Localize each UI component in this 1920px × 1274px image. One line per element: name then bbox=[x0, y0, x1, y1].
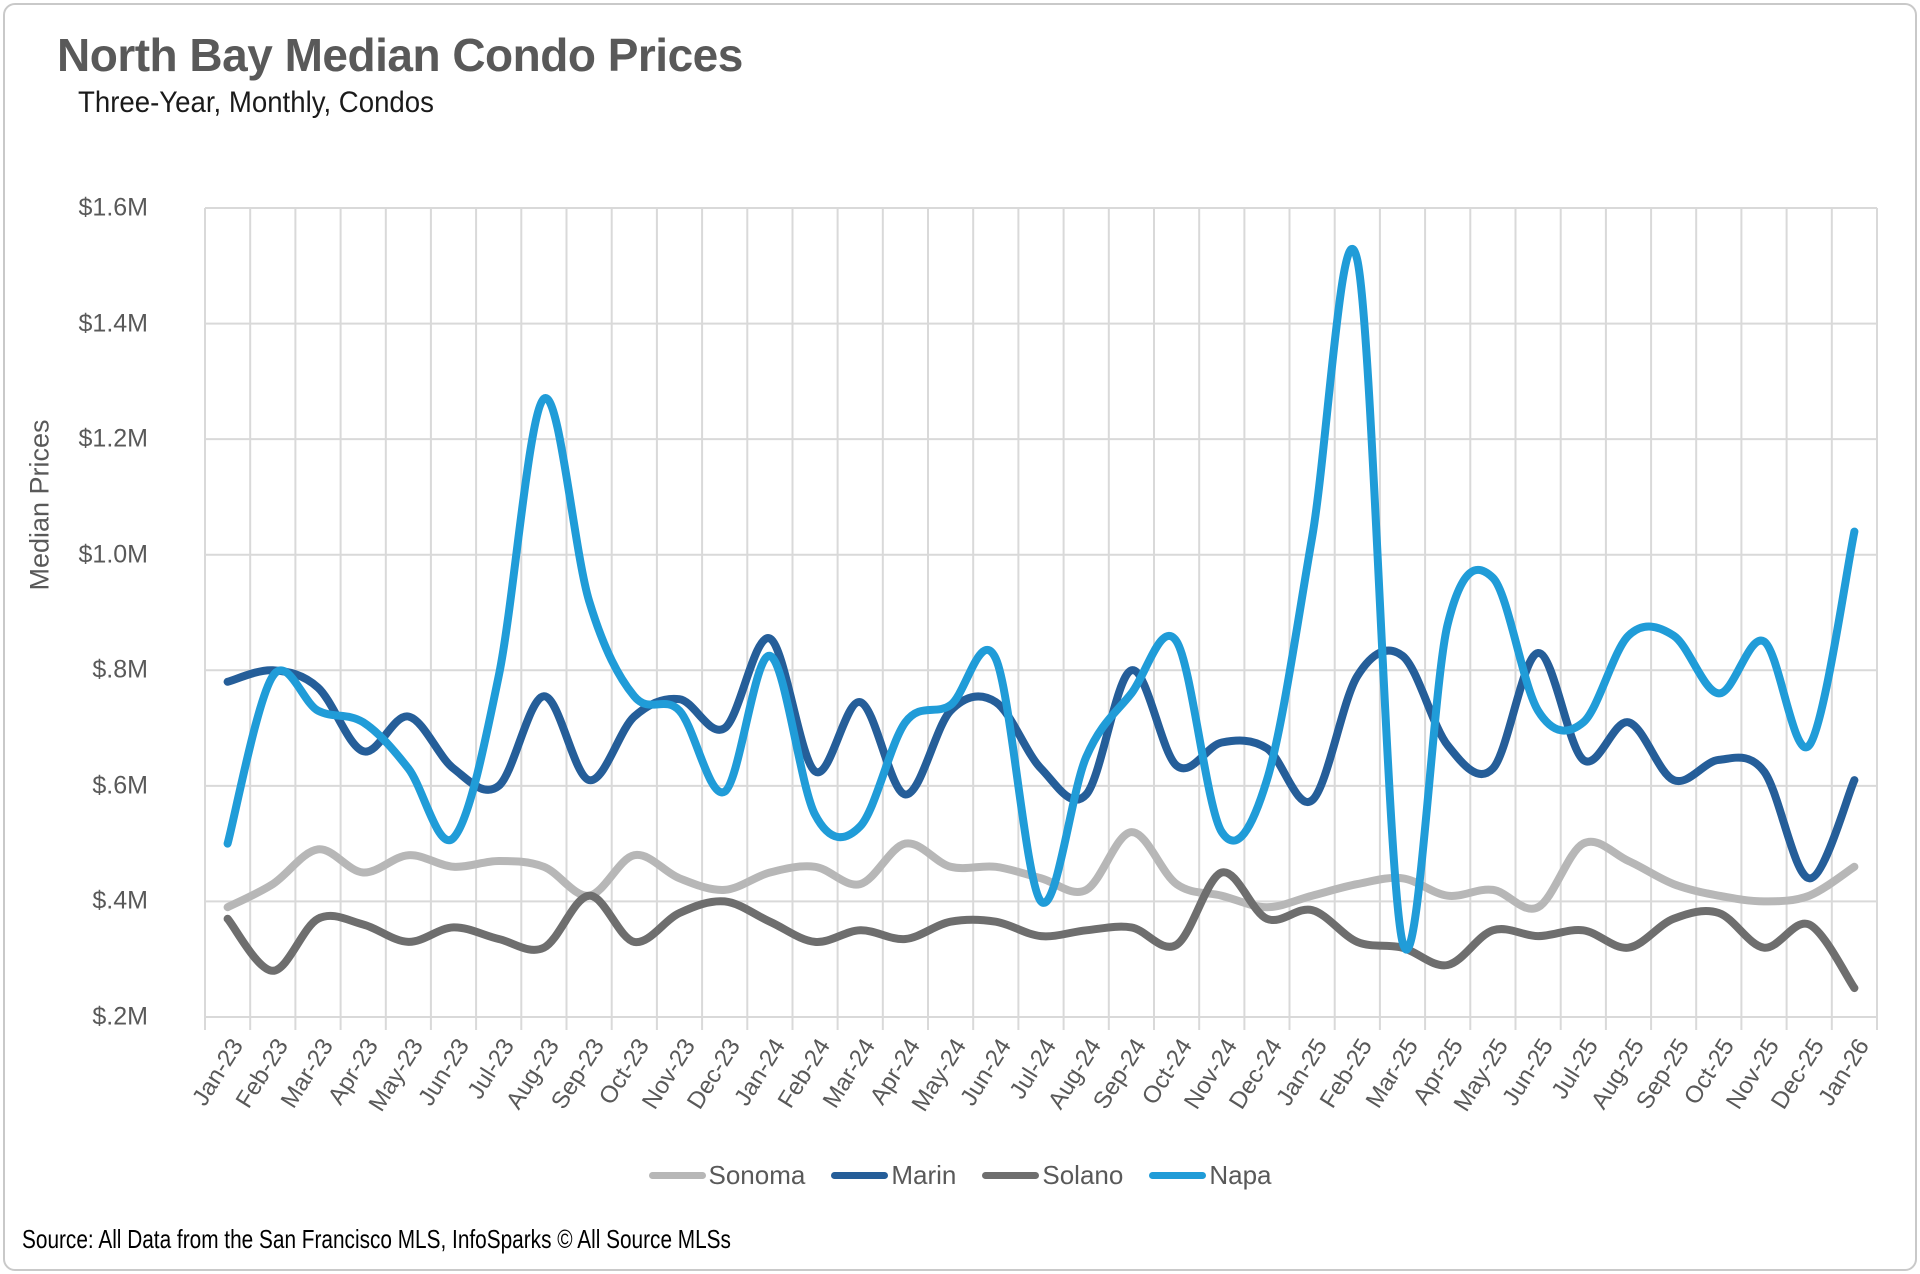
y-tick-label: $1.2M bbox=[78, 424, 148, 453]
y-tick-label: $.8M bbox=[92, 655, 148, 684]
legend-label-marin: Marin bbox=[891, 1160, 957, 1190]
series-line-sonoma bbox=[223, 828, 1859, 913]
y-tick-label: $.2M bbox=[92, 1002, 148, 1031]
gridlines bbox=[204, 207, 1878, 1030]
legend-item-solano: Solano bbox=[982, 1160, 1123, 1191]
chart-card bbox=[3, 3, 1917, 1271]
legend-label-sonoma: Sonoma bbox=[708, 1160, 806, 1190]
legend-swatch-sonoma bbox=[648, 1172, 706, 1179]
series-line-napa bbox=[223, 245, 1859, 954]
legend-swatch-napa bbox=[1149, 1172, 1207, 1179]
y-tick-label: $.4M bbox=[92, 886, 148, 915]
chart-title: North Bay Median Condo Prices bbox=[57, 29, 743, 81]
legend-label-solano: Solano bbox=[1042, 1160, 1124, 1190]
source-text: Source: All Data from the San Francisco … bbox=[22, 1224, 731, 1254]
legend-swatch-solano bbox=[982, 1172, 1040, 1179]
legend-label-napa: Napa bbox=[1209, 1160, 1272, 1190]
legend-item-marin: Marin bbox=[831, 1160, 956, 1191]
series-lines bbox=[223, 245, 1859, 993]
legend-item-sonoma: Sonoma bbox=[648, 1160, 806, 1191]
y-tick-label: $.6M bbox=[92, 771, 148, 800]
y-tick-label: $1.6M bbox=[78, 193, 148, 222]
y-tick-label: $1.0M bbox=[78, 540, 148, 569]
y-tick-label: $1.4M bbox=[78, 309, 148, 338]
legend-swatch-marin bbox=[831, 1172, 889, 1179]
series-line-solano bbox=[223, 868, 1859, 993]
chart-legend: Sonoma Marin Solano Napa bbox=[0, 1160, 1920, 1191]
legend-item-napa: Napa bbox=[1149, 1160, 1271, 1191]
chart-subtitle: Three-Year, Monthly, Condos bbox=[78, 86, 434, 119]
series-line-marin bbox=[223, 634, 1859, 883]
